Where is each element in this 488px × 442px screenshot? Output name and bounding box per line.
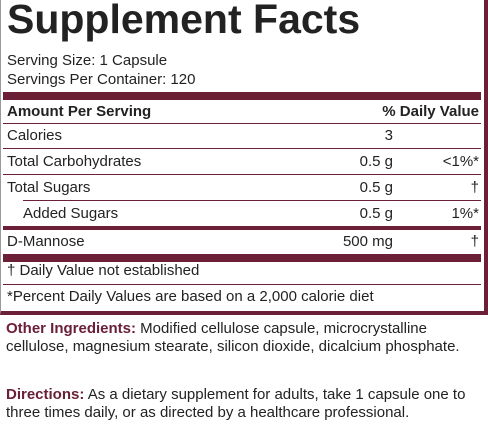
row-name: D-Mannose xyxy=(7,233,85,250)
row-daily-value: † xyxy=(470,233,479,250)
facts-title: Supplement Facts xyxy=(7,0,361,42)
table-row: Added Sugars 0.5 g 1%* xyxy=(1,203,483,225)
row-name: Total Sugars xyxy=(7,179,91,196)
other-ingredients-label: Other Ingredients: xyxy=(6,320,137,337)
supplement-facts-panel: Supplement Facts Serving Size: 1 Capsule… xyxy=(0,0,488,315)
directions-label: Directions: xyxy=(6,386,85,403)
row-name: Added Sugars xyxy=(23,205,119,222)
serving-size: Serving Size: 1 Capsule xyxy=(7,52,168,69)
row-amount: 0.5 g xyxy=(359,153,393,170)
row-name: Total Carbohydrates xyxy=(7,153,142,170)
other-ingredients-text: Modified cellulose capsule, microcrystal… xyxy=(6,320,460,355)
divider xyxy=(3,284,481,285)
header-daily-value: % Daily Value xyxy=(382,103,479,120)
divider xyxy=(3,123,481,124)
footnote-dagger: † Daily Value not established xyxy=(7,262,200,279)
table-row: Total Sugars 0.5 g † xyxy=(1,177,483,199)
divider-medium xyxy=(3,226,481,230)
divider-indented xyxy=(23,200,481,201)
divider xyxy=(3,174,481,175)
table-header-row: Amount Per Serving % Daily Value xyxy=(1,101,483,123)
directions: Directions: As a dietary supplement for … xyxy=(6,386,482,422)
servings-per-container: Servings Per Container: 120 xyxy=(7,71,196,88)
other-ingredients: Other Ingredients: Modified cellulose ca… xyxy=(6,320,482,356)
divider xyxy=(3,148,481,149)
divider-thick xyxy=(3,254,481,262)
divider-thick xyxy=(3,92,481,100)
row-amount: 500 mg xyxy=(342,233,393,250)
header-amount-per-serving: Amount Per Serving xyxy=(7,103,152,120)
row-daily-value: <1%* xyxy=(442,153,479,170)
row-name: Calories xyxy=(7,127,63,144)
row-amount: 0.5 g xyxy=(359,205,393,222)
row-daily-value: 1%* xyxy=(451,205,479,222)
table-row: Calories 3 xyxy=(1,125,483,147)
footnote-percent: *Percent Daily Values are based on a 2,0… xyxy=(7,288,374,305)
directions-text: As a dietary supplement for adults, take… xyxy=(6,386,466,421)
row-daily-value: † xyxy=(470,179,479,196)
table-row: Total Carbohydrates 0.5 g <1%* xyxy=(1,151,483,173)
table-row: D-Mannose 500 mg † xyxy=(1,231,483,253)
row-amount: 0.5 g xyxy=(359,179,393,196)
row-amount: 3 xyxy=(384,127,393,144)
